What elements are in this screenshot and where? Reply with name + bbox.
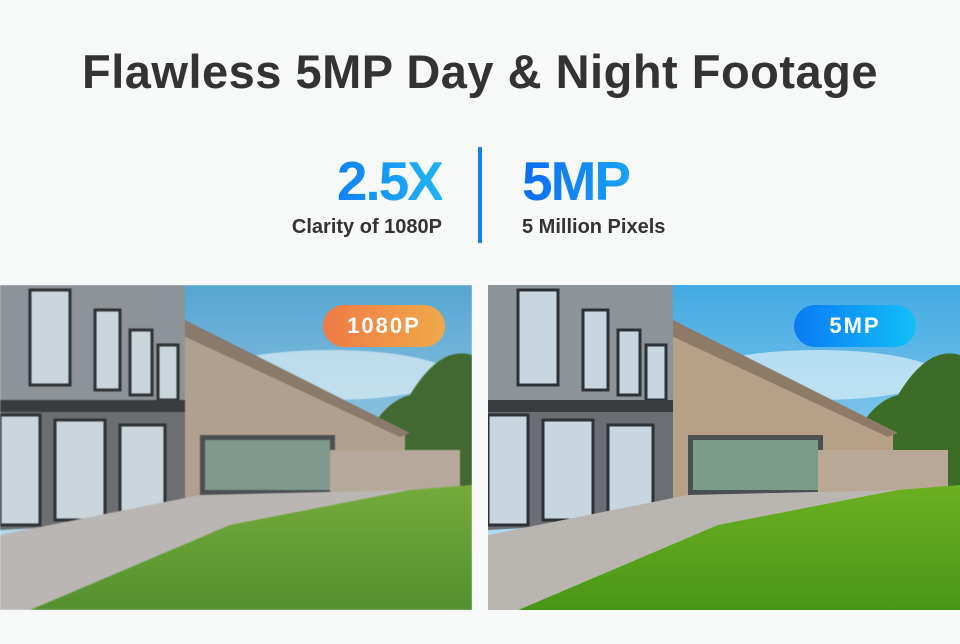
page-title: Flawless 5MP Day & Night Footage [81, 45, 879, 98]
badge-5mp: 5MP [794, 305, 916, 347]
house-scene-image [488, 285, 960, 610]
stat-clarity: 2.5X Clarity of 1080P [291, 150, 444, 239]
stat-resolution: 5MP 5 Million Pixels [522, 150, 665, 239]
stat-value: 2.5X [292, 150, 444, 212]
house-photo-1080p: 1080P [0, 285, 472, 610]
house-photo-5mp: 5MP [488, 285, 960, 610]
stat-label: 5 Million Pixels [522, 216, 666, 238]
divider [478, 147, 482, 243]
stat-value: 5MP [522, 150, 665, 212]
badge-1080p: 1080P [323, 305, 445, 347]
stat-label: Clarity of 1080P [291, 216, 442, 238]
